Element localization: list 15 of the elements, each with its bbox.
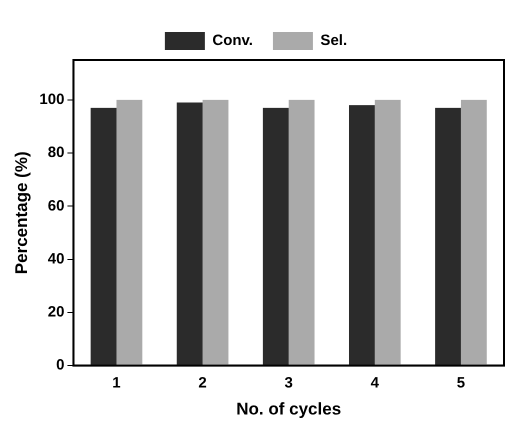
x-tick-label: 3 [284,374,293,392]
x-tick-label: 4 [370,374,380,392]
legend-label: Sel. [320,32,348,50]
legend-label: Conv. [212,32,253,50]
y-tick-label: 100 [39,91,64,108]
y-tick-label: 20 [48,304,64,321]
x-tick-label: 1 [112,374,121,392]
x-axis-title: No. of cycles [236,399,342,418]
y-tick-label: 80 [48,144,64,162]
y-tick-label: 0 [56,356,64,374]
y-tick-label: 60 [48,197,64,214]
y-axis-title: Percentage (%) [12,151,31,274]
x-tick-label: 5 [456,374,466,392]
x-tick-label: 2 [198,374,207,392]
y-tick-label: 40 [48,250,64,268]
